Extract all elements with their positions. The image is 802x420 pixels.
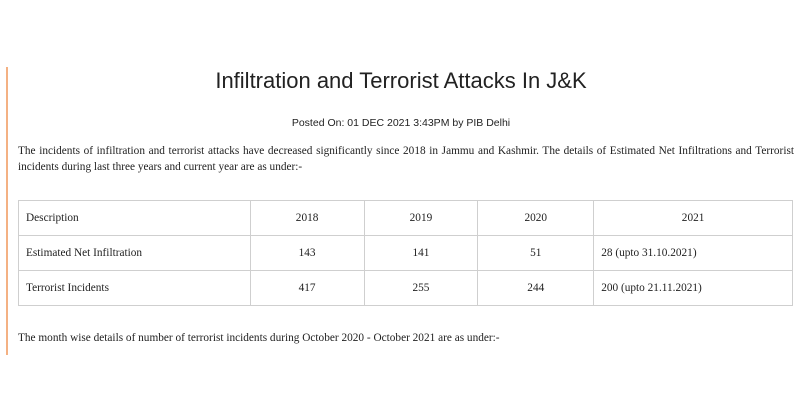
cell-2021: 28 (upto 31.10.2021) [593,235,793,271]
page-title: Infiltration and Terrorist Attacks In J&… [215,68,587,93]
month-wise-paragraph: The month wise details of number of terr… [18,332,500,344]
header-2019: 2019 [363,200,479,236]
header-description: Description [18,200,251,236]
cell-2018: 143 [249,235,365,271]
cell-2019: 255 [363,270,479,306]
left-accent-border [6,67,8,355]
intro-paragraph: The incidents of infiltration and terror… [18,145,794,173]
row-label: Terrorist Incidents [18,270,251,306]
posted-date: Posted On: 01 DEC 2021 3:43PM by PIB Del… [291,117,511,129]
table-row: Terrorist Incidents 417 255 244 200 (upt… [18,270,793,306]
table-header-row: Description 2018 2019 2020 2021 [18,200,793,236]
cell-2018: 417 [249,270,365,306]
cell-2019: 141 [363,235,479,271]
cell-2020: 244 [477,270,595,306]
table-row: Estimated Net Infiltration 143 141 51 28… [18,235,793,271]
header-2021: 2021 [593,200,793,236]
cell-2020: 51 [477,235,595,271]
header-2018: 2018 [249,200,365,236]
header-2020: 2020 [477,200,595,236]
cell-2021: 200 (upto 21.11.2021) [593,270,793,306]
row-label: Estimated Net Infiltration [18,235,251,271]
infiltration-table: Description 2018 2019 2020 2021 Estimate… [18,200,793,306]
